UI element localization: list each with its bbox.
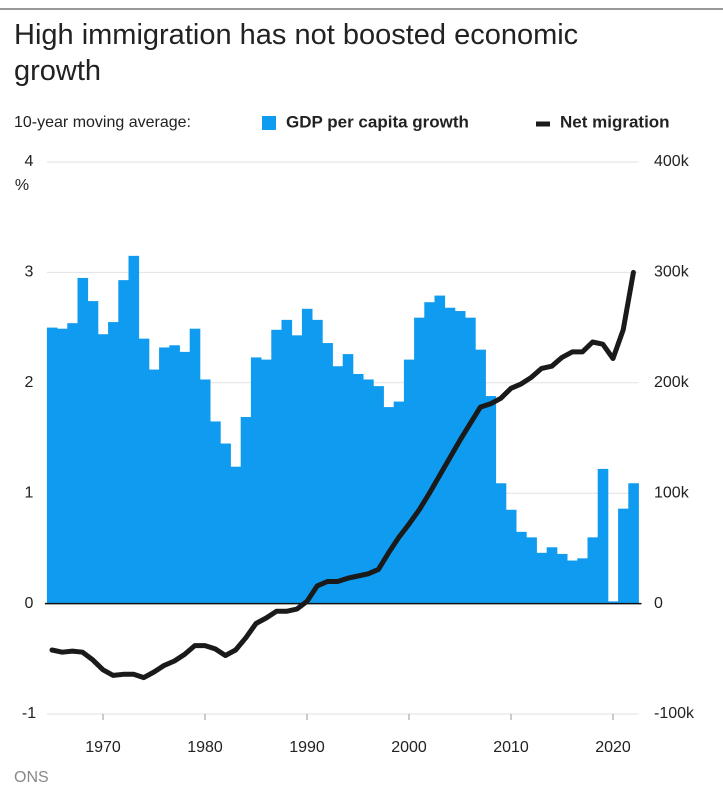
y2-tick-label: 300k <box>654 264 690 281</box>
bar <box>77 277 89 604</box>
y2-tick-label: 200k <box>654 374 690 391</box>
bar <box>526 537 537 604</box>
x-tick-label: 1980 <box>187 739 223 756</box>
bar <box>556 553 568 604</box>
bar <box>546 547 558 604</box>
bar <box>281 319 293 604</box>
y-tick-label: 3 <box>25 264 34 281</box>
bar <box>322 343 333 604</box>
legend-label: Net migration <box>560 112 670 131</box>
bar <box>475 349 486 604</box>
y-unit: % <box>15 177 29 194</box>
bar <box>434 295 446 604</box>
x-tick-label: 2000 <box>391 739 427 756</box>
bar <box>220 443 231 604</box>
y2-tick-label: 100k <box>654 484 690 501</box>
y2-tick-label: 400k <box>654 153 690 170</box>
bar <box>516 531 527 604</box>
bar <box>291 335 303 604</box>
bar <box>577 558 588 604</box>
bar <box>250 357 262 604</box>
x-tick-label: 2010 <box>493 739 529 756</box>
bar <box>363 379 374 604</box>
bar <box>138 338 150 604</box>
bar <box>87 301 99 604</box>
x-tick-label: 1970 <box>85 739 121 756</box>
bar <box>199 379 211 604</box>
bar <box>332 366 344 604</box>
bar <box>454 311 466 604</box>
y2-tick-label: 0 <box>654 595 663 612</box>
bar <box>485 396 497 604</box>
y-tick-label: -1 <box>22 705 36 722</box>
bar <box>597 468 609 604</box>
y-tick-label: 2 <box>25 374 34 391</box>
legend-swatch <box>262 116 276 130</box>
y2-tick-label: -100k <box>654 705 695 722</box>
x-tick-label: 1990 <box>289 739 325 756</box>
bar <box>301 308 313 604</box>
source: ONS <box>14 769 49 786</box>
bar <box>57 328 68 604</box>
bar <box>495 483 507 604</box>
bar <box>189 328 201 604</box>
bar <box>607 601 619 604</box>
y-tick-label: 0 <box>25 595 34 612</box>
bar <box>118 280 129 604</box>
bar <box>536 552 548 604</box>
bar <box>393 401 405 604</box>
bar <box>210 421 221 604</box>
bar <box>383 407 395 604</box>
bar <box>261 359 272 604</box>
legend-label: GDP per capita growth <box>286 112 469 131</box>
bar <box>169 345 180 604</box>
y-tick-label: 1 <box>25 484 34 501</box>
bar <box>46 327 58 604</box>
bar <box>373 386 384 604</box>
bar <box>618 508 629 604</box>
bar <box>465 317 476 604</box>
bar <box>230 466 242 604</box>
bar <box>403 359 415 604</box>
bar <box>312 319 323 604</box>
bar <box>414 317 425 604</box>
bar <box>342 354 354 604</box>
line <box>49 269 636 681</box>
bar <box>240 417 252 604</box>
legend-intro: 10-year moving average: <box>14 114 191 131</box>
bar <box>159 347 170 604</box>
bar <box>148 369 160 604</box>
bar <box>628 483 639 604</box>
bar <box>587 537 599 604</box>
bar <box>97 334 109 604</box>
bar <box>108 322 119 604</box>
bar <box>179 351 191 604</box>
x-tick-label: 2020 <box>595 739 631 756</box>
bar <box>352 373 364 604</box>
y-tick-label: 4 <box>25 153 34 170</box>
chart-title: High immigration has not boosted economi… <box>14 19 579 87</box>
bar <box>505 509 517 604</box>
bar <box>67 323 78 604</box>
bar <box>271 329 282 604</box>
bar <box>424 302 435 604</box>
bar <box>567 560 578 604</box>
bar <box>128 255 140 604</box>
